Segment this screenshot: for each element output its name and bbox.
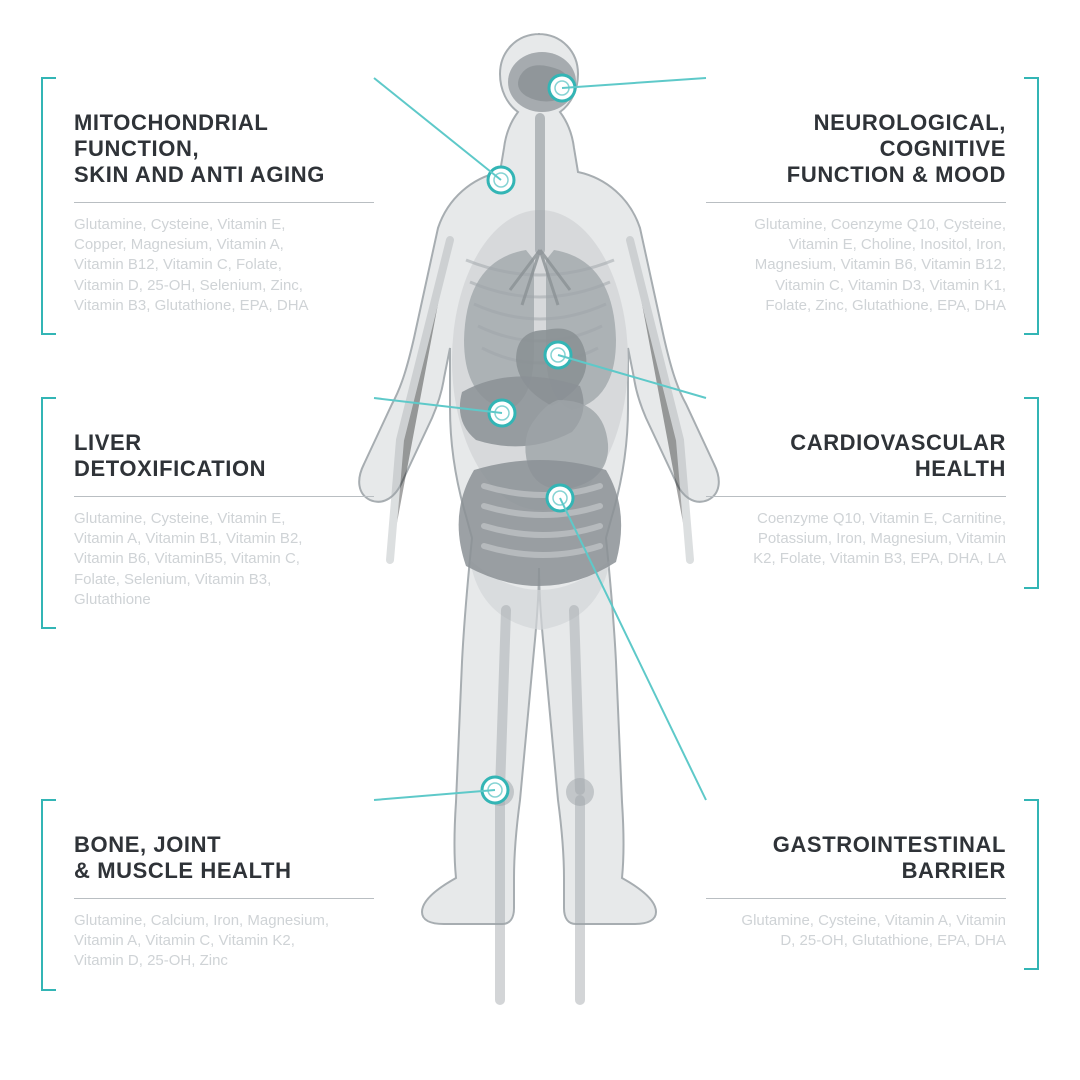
callout-liver: LIVER DETOXIFICATION Glutamine, Cysteine,… [74, 430, 374, 610]
bracket-line [42, 78, 56, 334]
callout-bone: BONE, JOINT & MUSCLE HEALTH Glutamine, Ca… [74, 832, 374, 972]
callout-title: MITOCHONDRIAL FUNCTION, SKIN AND ANTI AG… [74, 110, 374, 188]
callout-neuro: NEUROLOGICAL, COGNITIVE FUNCTION & MOOD G… [706, 110, 1006, 316]
callout-divider [706, 202, 1006, 203]
body-marker-brain [549, 75, 575, 101]
callout-cardio: CARDIOVASCULAR HEALTH Coenzyme Q10, Vitam… [706, 430, 1006, 570]
connector-line [560, 498, 706, 800]
bracket-line [42, 800, 56, 990]
callout-title: NEUROLOGICAL, COGNITIVE FUNCTION & MOOD [706, 110, 1006, 188]
body-marker-knee [482, 777, 508, 803]
connector-line [558, 355, 706, 398]
connector-line [374, 398, 502, 413]
body-marker-heart [545, 342, 571, 368]
connector-line [374, 790, 495, 800]
bracket-line [1024, 78, 1038, 334]
callout-divider [706, 898, 1006, 899]
callout-divider [74, 202, 374, 203]
connector-line [374, 78, 501, 180]
callout-divider [706, 496, 1006, 497]
body-marker-gut [547, 485, 573, 511]
callout-description: Glutamine, Cysteine, Vitamin A, Vitamin … [706, 911, 1006, 952]
callout-divider [74, 898, 374, 899]
infographic-stage: MITOCHONDRIAL FUNCTION, SKIN AND ANTI AG… [0, 0, 1080, 1080]
callout-title: LIVER DETOXIFICATION [74, 430, 374, 482]
callout-title: GASTROINTESTINAL BARRIER [706, 832, 1006, 884]
callout-divider [74, 496, 374, 497]
callout-mito: MITOCHONDRIAL FUNCTION, SKIN AND ANTI AG… [74, 110, 374, 316]
callout-description: Glutamine, Calcium, Iron, Magnesium, Vit… [74, 911, 374, 972]
connector-line [562, 78, 706, 88]
body-marker-neck [488, 167, 514, 193]
body-marker-liver [489, 400, 515, 426]
callout-description: Coenzyme Q10, Vitamin E, Carnitine, Pota… [706, 509, 1006, 570]
callout-gi: GASTROINTESTINAL BARRIER Glutamine, Cyste… [706, 832, 1006, 951]
bracket-line [42, 398, 56, 628]
callout-description: Glutamine, Coenzyme Q10, Cysteine, Vitam… [706, 215, 1006, 316]
bracket-line [1024, 800, 1038, 969]
callout-title: CARDIOVASCULAR HEALTH [706, 430, 1006, 482]
bracket-line [1024, 398, 1038, 588]
callout-description: Glutamine, Cysteine, Vitamin E, Vitamin … [74, 509, 374, 610]
callout-description: Glutamine, Cysteine, Vitamin E, Copper, … [74, 215, 374, 316]
callout-title: BONE, JOINT & MUSCLE HEALTH [74, 832, 374, 884]
